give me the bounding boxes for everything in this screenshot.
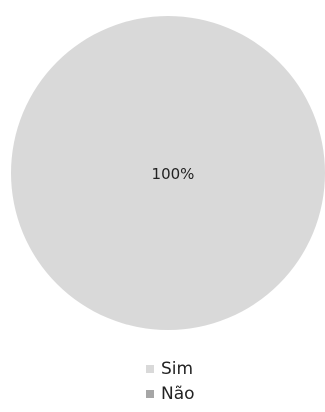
legend-item-sim: Sim <box>146 358 193 380</box>
legend-label-sim: Sim <box>161 359 194 379</box>
legend-swatch-nao <box>146 390 154 398</box>
pie-slice-sim <box>11 16 325 330</box>
legend-label-nao: Não <box>161 384 195 404</box>
legend-swatch-sim <box>146 365 154 373</box>
data-label-sim: 100% <box>152 165 195 183</box>
legend-item-nao: Não <box>146 383 195 405</box>
